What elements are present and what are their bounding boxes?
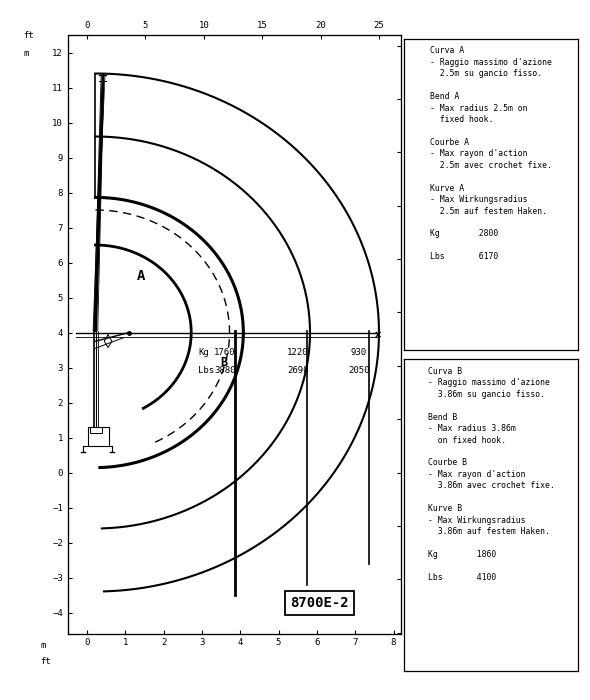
Bar	[88, 427, 109, 447]
Text: 1760: 1760	[214, 349, 235, 357]
Text: Lbs: Lbs	[198, 365, 214, 375]
Text: ft: ft	[24, 32, 34, 41]
Text: ft: ft	[40, 657, 51, 666]
Text: 1220: 1220	[287, 349, 309, 357]
Text: 2050: 2050	[348, 365, 370, 375]
Text: 2690: 2690	[287, 365, 309, 375]
Text: 3880: 3880	[214, 365, 235, 375]
Text: m: m	[40, 640, 45, 650]
Text: Curva B
- Raggio massimo d'azione
  3.86m su gancio fisso.

Bend B
- Max radius : Curva B - Raggio massimo d'azione 3.86m …	[428, 367, 555, 582]
Text: Kg: Kg	[198, 349, 209, 357]
Text: 930: 930	[351, 349, 367, 357]
Text: Curva A
- Raggio massimo d'azione
  2.5m su gancio fisso.

Bend A
- Max radius 2: Curva A - Raggio massimo d'azione 2.5m s…	[430, 46, 552, 261]
Text: A: A	[137, 269, 145, 283]
Text: 8700E-2: 8700E-2	[290, 596, 349, 610]
Text: B: B	[220, 356, 228, 369]
Bar	[90, 427, 102, 433]
Text: m: m	[24, 49, 29, 58]
